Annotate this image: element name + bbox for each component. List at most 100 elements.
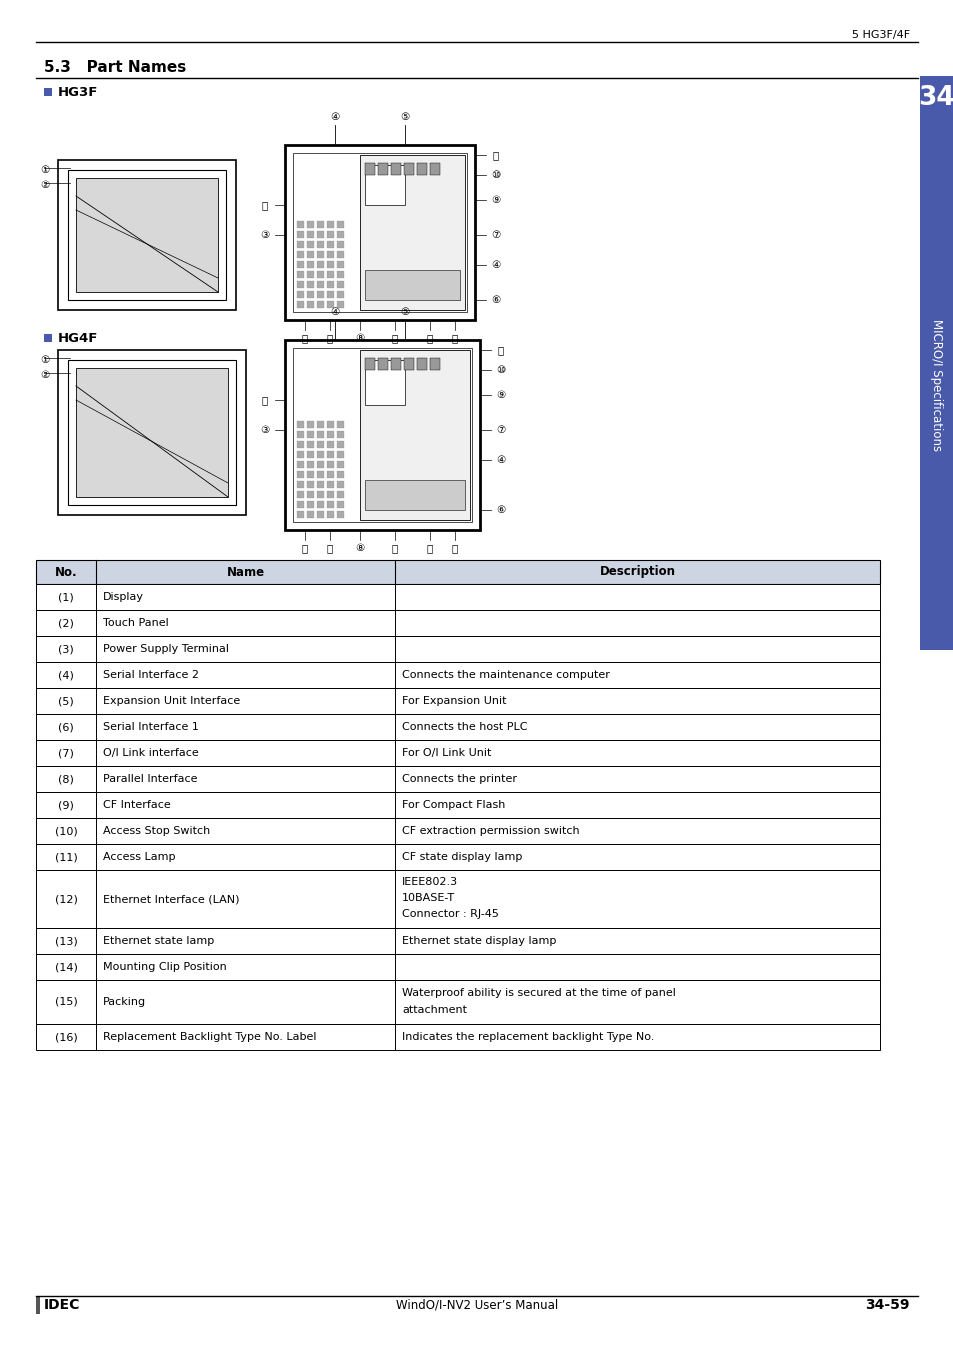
Bar bbox=[316, 271, 324, 278]
Bar bbox=[36, 714, 879, 740]
Bar bbox=[296, 491, 304, 498]
Bar bbox=[296, 481, 304, 487]
Text: Access Stop Switch: Access Stop Switch bbox=[103, 826, 210, 836]
Bar bbox=[327, 261, 334, 269]
Bar bbox=[307, 221, 314, 228]
Text: ④: ④ bbox=[496, 455, 505, 464]
Bar bbox=[316, 441, 324, 448]
Bar bbox=[36, 869, 879, 927]
Text: Replacement Backlight Type No. Label: Replacement Backlight Type No. Label bbox=[103, 1031, 316, 1042]
Bar bbox=[307, 491, 314, 498]
Bar bbox=[44, 333, 52, 342]
Text: (15): (15) bbox=[54, 998, 77, 1007]
Bar bbox=[316, 421, 324, 428]
Bar bbox=[336, 431, 344, 437]
Text: ⑪: ⑪ bbox=[497, 346, 503, 355]
Bar bbox=[36, 980, 879, 1025]
Bar bbox=[307, 512, 314, 518]
Bar bbox=[316, 460, 324, 468]
Text: ⑬: ⑬ bbox=[426, 333, 433, 343]
Bar bbox=[336, 242, 344, 248]
Text: (4): (4) bbox=[58, 670, 74, 680]
Bar bbox=[359, 155, 464, 310]
Bar bbox=[336, 221, 344, 228]
Text: Touch Panel: Touch Panel bbox=[103, 618, 169, 628]
Text: For O/I Link Unit: For O/I Link Unit bbox=[401, 748, 491, 757]
Bar bbox=[416, 358, 427, 370]
Bar bbox=[336, 251, 344, 258]
Bar bbox=[365, 360, 405, 405]
Bar bbox=[327, 491, 334, 498]
Bar bbox=[327, 512, 334, 518]
Bar bbox=[316, 221, 324, 228]
Bar bbox=[44, 88, 52, 96]
Bar bbox=[365, 270, 459, 300]
Text: ⑩: ⑩ bbox=[491, 170, 500, 180]
Bar bbox=[68, 360, 235, 505]
Text: Indicates the replacement backlight Type No.: Indicates the replacement backlight Type… bbox=[401, 1031, 654, 1042]
Bar bbox=[327, 251, 334, 258]
Text: (8): (8) bbox=[58, 774, 74, 784]
Bar bbox=[403, 163, 414, 176]
Text: ⑥: ⑥ bbox=[496, 505, 505, 514]
Bar bbox=[58, 350, 246, 514]
Bar bbox=[36, 844, 879, 869]
Text: attachment: attachment bbox=[401, 1004, 467, 1015]
Text: For Expansion Unit: For Expansion Unit bbox=[401, 697, 506, 706]
Bar bbox=[316, 512, 324, 518]
Text: 34: 34 bbox=[918, 85, 953, 111]
Text: (10): (10) bbox=[54, 826, 77, 836]
Text: IDEC: IDEC bbox=[44, 1297, 80, 1312]
Text: ⑪: ⑪ bbox=[493, 150, 498, 161]
Bar bbox=[296, 242, 304, 248]
Text: ⑥: ⑥ bbox=[491, 296, 500, 305]
Bar bbox=[336, 451, 344, 458]
Text: (2): (2) bbox=[58, 618, 74, 628]
Bar bbox=[430, 163, 439, 176]
Text: ⑧: ⑧ bbox=[355, 543, 364, 554]
Text: O/I Link interface: O/I Link interface bbox=[103, 748, 198, 757]
Bar bbox=[36, 927, 879, 954]
Text: No.: No. bbox=[54, 566, 77, 579]
Text: Power Supply Terminal: Power Supply Terminal bbox=[103, 644, 229, 653]
Bar bbox=[365, 165, 405, 205]
Text: CF Interface: CF Interface bbox=[103, 801, 171, 810]
Text: ④: ④ bbox=[330, 306, 339, 317]
Text: Expansion Unit Interface: Expansion Unit Interface bbox=[103, 697, 240, 706]
Bar bbox=[919, 120, 953, 649]
Text: ⑦: ⑦ bbox=[496, 425, 505, 435]
Text: ⑤: ⑤ bbox=[400, 112, 409, 122]
Text: ⑬: ⑬ bbox=[426, 543, 433, 554]
Text: ⑨: ⑨ bbox=[491, 194, 500, 205]
Bar bbox=[327, 281, 334, 288]
Bar bbox=[316, 251, 324, 258]
Bar bbox=[285, 340, 479, 531]
Bar bbox=[327, 421, 334, 428]
Bar bbox=[416, 163, 427, 176]
Bar bbox=[336, 421, 344, 428]
Text: (12): (12) bbox=[54, 894, 77, 904]
Text: CF state display lamp: CF state display lamp bbox=[401, 852, 522, 863]
Bar bbox=[430, 358, 439, 370]
Text: Ethernet state lamp: Ethernet state lamp bbox=[103, 936, 214, 946]
Bar bbox=[36, 1296, 40, 1314]
Bar bbox=[327, 231, 334, 238]
Bar bbox=[336, 512, 344, 518]
Bar bbox=[296, 301, 304, 308]
Text: ④: ④ bbox=[491, 261, 500, 270]
Bar bbox=[316, 451, 324, 458]
Text: ⑨: ⑨ bbox=[496, 390, 505, 400]
Bar bbox=[307, 441, 314, 448]
Text: HG4F: HG4F bbox=[58, 332, 98, 344]
Text: (1): (1) bbox=[58, 593, 73, 602]
Bar bbox=[403, 358, 414, 370]
Bar bbox=[365, 481, 464, 510]
Bar bbox=[316, 242, 324, 248]
Bar bbox=[296, 471, 304, 478]
Bar bbox=[327, 501, 334, 508]
Bar bbox=[76, 369, 228, 497]
Bar bbox=[327, 221, 334, 228]
Bar bbox=[307, 292, 314, 298]
Bar bbox=[327, 292, 334, 298]
Text: Connects the maintenance computer: Connects the maintenance computer bbox=[401, 670, 609, 680]
